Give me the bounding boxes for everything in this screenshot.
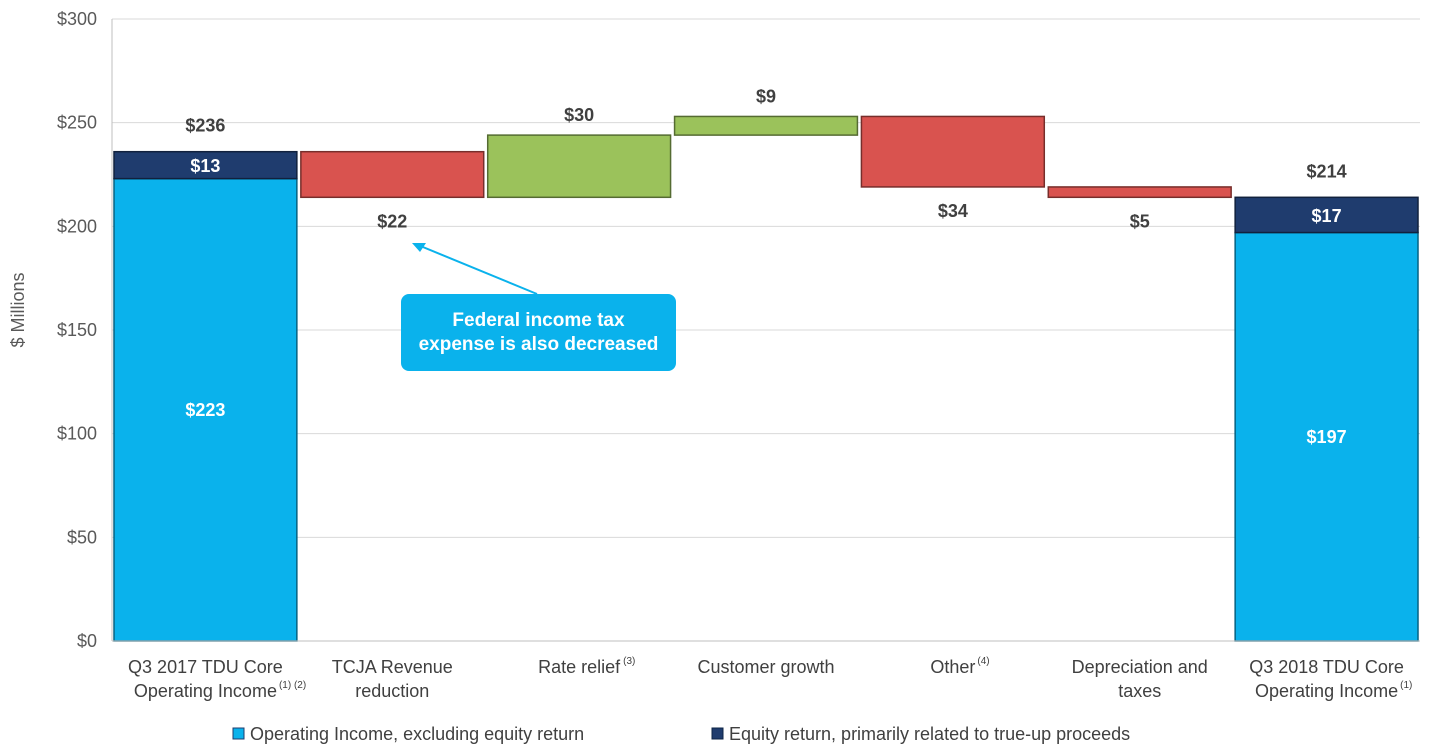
bar-decrease xyxy=(300,150,485,199)
legend-label-equity-return: Equity return, primarily related to true… xyxy=(729,724,1130,744)
x-category-label: Other xyxy=(930,657,975,677)
bar-increase xyxy=(673,115,859,136)
x-category-label: Depreciation and xyxy=(1072,657,1208,677)
data-label-base: $197 xyxy=(1307,427,1347,447)
x-category-label-line2: Operating Income xyxy=(1255,681,1398,701)
bar-equity-return xyxy=(113,150,298,180)
data-label-equity: $17 xyxy=(1312,206,1342,226)
bar-operating-income xyxy=(1234,231,1419,642)
data-label-change: $34 xyxy=(938,201,968,221)
y-axis-label: $ Millions xyxy=(8,272,28,347)
x-category-label: Q3 2018 TDU Core xyxy=(1249,657,1404,677)
x-category-label: Customer growth xyxy=(697,657,834,677)
y-tick-label: $200 xyxy=(57,216,97,236)
bar-increase xyxy=(486,134,672,199)
bar-decrease xyxy=(860,115,1046,188)
bar-equity-return xyxy=(1234,196,1419,234)
legend-swatch-operating-income xyxy=(232,727,245,740)
data-label-total: $214 xyxy=(1307,161,1347,181)
x-category-label: TCJA Revenue xyxy=(332,657,453,677)
legend-swatch-equity-return xyxy=(711,727,724,740)
data-label-change: $22 xyxy=(377,211,407,231)
x-category-label-line2: taxes xyxy=(1118,681,1161,701)
y-axis-ticks: $0 $50 $100 $150 $200 $250 $300 xyxy=(57,9,97,651)
x-category-label-line2: reduction xyxy=(355,681,429,701)
annotation-line-1: Federal income tax xyxy=(452,309,625,331)
y-tick-label: $250 xyxy=(57,113,97,133)
bar-operating-income xyxy=(113,177,298,642)
x-category-footnote: (3) xyxy=(623,656,635,667)
x-category-footnote: (1) xyxy=(1400,680,1412,691)
x-category-label: Rate relief xyxy=(538,657,621,677)
y-tick-label: $100 xyxy=(57,424,97,444)
y-tick-label: $50 xyxy=(67,527,97,547)
data-label-change: $30 xyxy=(564,105,594,125)
annotation-line-2: expense is also decreased xyxy=(418,333,659,355)
legend-label-operating-income: Operating Income, excluding equity retur… xyxy=(250,724,584,744)
annotation-arrow-head xyxy=(412,243,426,252)
x-category-footnote: (4) xyxy=(977,656,989,667)
annotation-arrow-line xyxy=(417,244,538,295)
bars xyxy=(113,115,1419,642)
bar-decrease xyxy=(1047,186,1232,199)
y-tick-label: $300 xyxy=(57,9,97,29)
x-category-footnote: (1) (2) xyxy=(279,680,306,691)
data-label-change: $5 xyxy=(1130,211,1150,231)
y-tick-label: $0 xyxy=(77,631,97,651)
data-label-change: $9 xyxy=(756,86,776,106)
x-category-label-line2: Operating Income xyxy=(134,681,277,701)
legend: Operating Income, excluding equity retur… xyxy=(232,724,1130,744)
x-category-label: Q3 2017 TDU Core xyxy=(128,657,283,677)
data-label-equity: $13 xyxy=(190,156,220,176)
data-labels: $223 $13 $236 $22 $30 $9 $34 $5 $197 $17 $214 xyxy=(185,86,1346,446)
data-label-base: $223 xyxy=(185,400,225,420)
annotation-callout: Federal income tax expense is also decre… xyxy=(401,294,676,371)
data-label-total: $236 xyxy=(185,116,225,136)
y-tick-label: $150 xyxy=(57,320,97,340)
